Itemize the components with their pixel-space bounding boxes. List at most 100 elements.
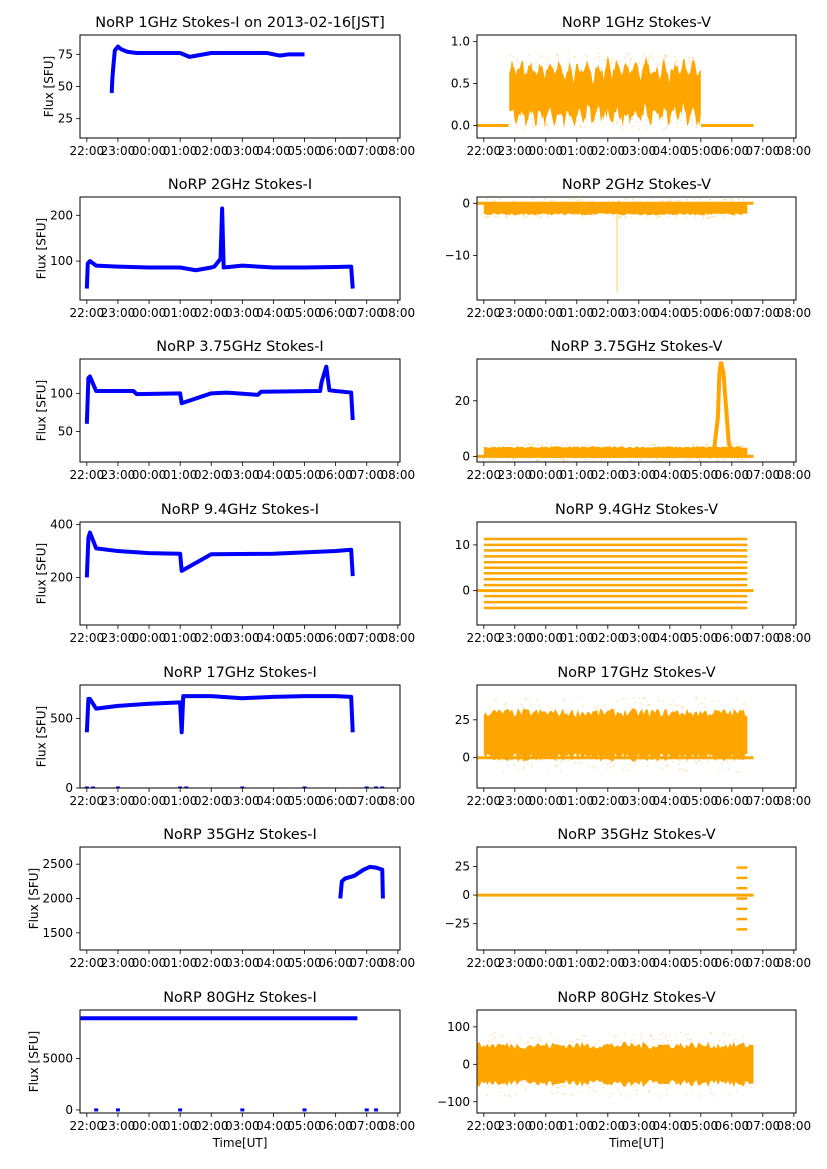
x-tick-label: 06:00: [318, 956, 353, 970]
y-tick-label: 10: [455, 538, 470, 552]
data-point: [517, 769, 519, 772]
data-point: [630, 215, 632, 218]
data-point: [569, 118, 571, 121]
data-point: [538, 123, 540, 126]
data-point: [694, 696, 697, 699]
data-point: [735, 215, 737, 217]
data-point: [652, 198, 654, 201]
x-tick-label: 01:00: [163, 306, 198, 320]
data-point: [617, 120, 620, 122]
data-point: [546, 123, 549, 126]
data-point: [674, 705, 677, 707]
x-tick-label: 22:00: [70, 306, 105, 320]
data-point: [689, 459, 691, 461]
data-point: [691, 119, 693, 122]
data-point: [499, 1087, 501, 1089]
x-tick-label: 07:00: [746, 306, 781, 320]
data-point: [487, 1040, 490, 1043]
x-tick-label: 04:00: [653, 306, 688, 320]
data-point: [575, 199, 578, 202]
y-tick-label: 25: [455, 859, 470, 873]
data-point: [695, 762, 698, 764]
x-tick-label: 00:00: [529, 468, 564, 482]
x-tick-label: 02:00: [591, 956, 626, 970]
x-tick-label: 00:00: [132, 631, 167, 645]
data-point: [638, 128, 640, 131]
data-point: [647, 61, 649, 64]
data-point: [563, 1092, 566, 1095]
data-point: [512, 56, 515, 59]
data-band: [483, 446, 748, 459]
data-point: [595, 767, 597, 769]
data-point: [618, 215, 621, 218]
x-tick-label: 04:00: [653, 631, 688, 645]
data-point: [531, 442, 534, 445]
plot-area: [477, 198, 754, 293]
data-point: [663, 57, 666, 60]
data-point: [672, 457, 674, 460]
x-tick-label: 07:00: [746, 1119, 781, 1133]
data-point: [665, 445, 668, 448]
data-point: [646, 700, 649, 703]
data-point: [616, 1036, 619, 1038]
data-point: [550, 443, 553, 446]
data-point: [741, 459, 743, 461]
data-point: [730, 215, 733, 217]
data-point: [588, 1089, 590, 1092]
data-point: [629, 459, 632, 462]
data-point: [635, 1094, 638, 1096]
data-point: [662, 129, 665, 131]
x-tick-label: 03:00: [622, 956, 657, 970]
x-tick-label: 06:00: [715, 144, 750, 158]
data-point: [495, 442, 498, 445]
data-point: [741, 458, 743, 460]
data-point: [741, 1036, 744, 1038]
data-point: [564, 214, 566, 217]
data-point: [703, 706, 706, 709]
data-point: [655, 217, 658, 219]
axes-frame: [79, 846, 401, 951]
data-point: [580, 125, 583, 128]
data-point: [550, 200, 552, 202]
data-point: [556, 1091, 558, 1094]
x-tick-label: 04:00: [653, 1119, 688, 1133]
data-point: [731, 708, 734, 710]
y-tick-label: 20: [455, 394, 470, 408]
data-point: [663, 199, 665, 201]
data-point: [738, 198, 740, 201]
data-point: [606, 763, 609, 765]
data-point: [693, 198, 696, 200]
data-point: [546, 769, 549, 772]
data-point: [724, 199, 727, 201]
data-point: [634, 457, 637, 460]
data-point: [531, 762, 534, 765]
y-axis-label: Flux [SFU]: [42, 56, 56, 117]
data-point: [508, 1095, 510, 1097]
data-point: [563, 699, 565, 702]
data-point: [718, 1040, 721, 1042]
x-tick-label: 03:00: [622, 794, 657, 808]
data-point: [613, 215, 615, 218]
data-point: [615, 121, 618, 124]
data-point: [504, 705, 507, 708]
x-tick-label: 22:00: [467, 631, 502, 645]
data-point: [506, 764, 509, 767]
data-point: [604, 1091, 607, 1094]
data-point: [650, 1034, 652, 1037]
data-point: [527, 763, 529, 766]
data-point: [570, 1094, 572, 1097]
x-tick-label: 22:00: [467, 468, 502, 482]
data-point: [666, 1093, 668, 1096]
data-point: [691, 57, 694, 59]
x-tick-label: 08:00: [777, 468, 812, 482]
data-point: [632, 125, 635, 128]
x-tick-label: 05:00: [684, 1119, 719, 1133]
data-point: [617, 200, 620, 203]
data-point: [704, 443, 707, 446]
data-point: [554, 764, 556, 767]
data-point: [664, 127, 667, 130]
data-point: [698, 459, 701, 462]
data-point: [636, 761, 638, 763]
data-point: [669, 198, 671, 201]
data-point: [691, 1092, 693, 1094]
